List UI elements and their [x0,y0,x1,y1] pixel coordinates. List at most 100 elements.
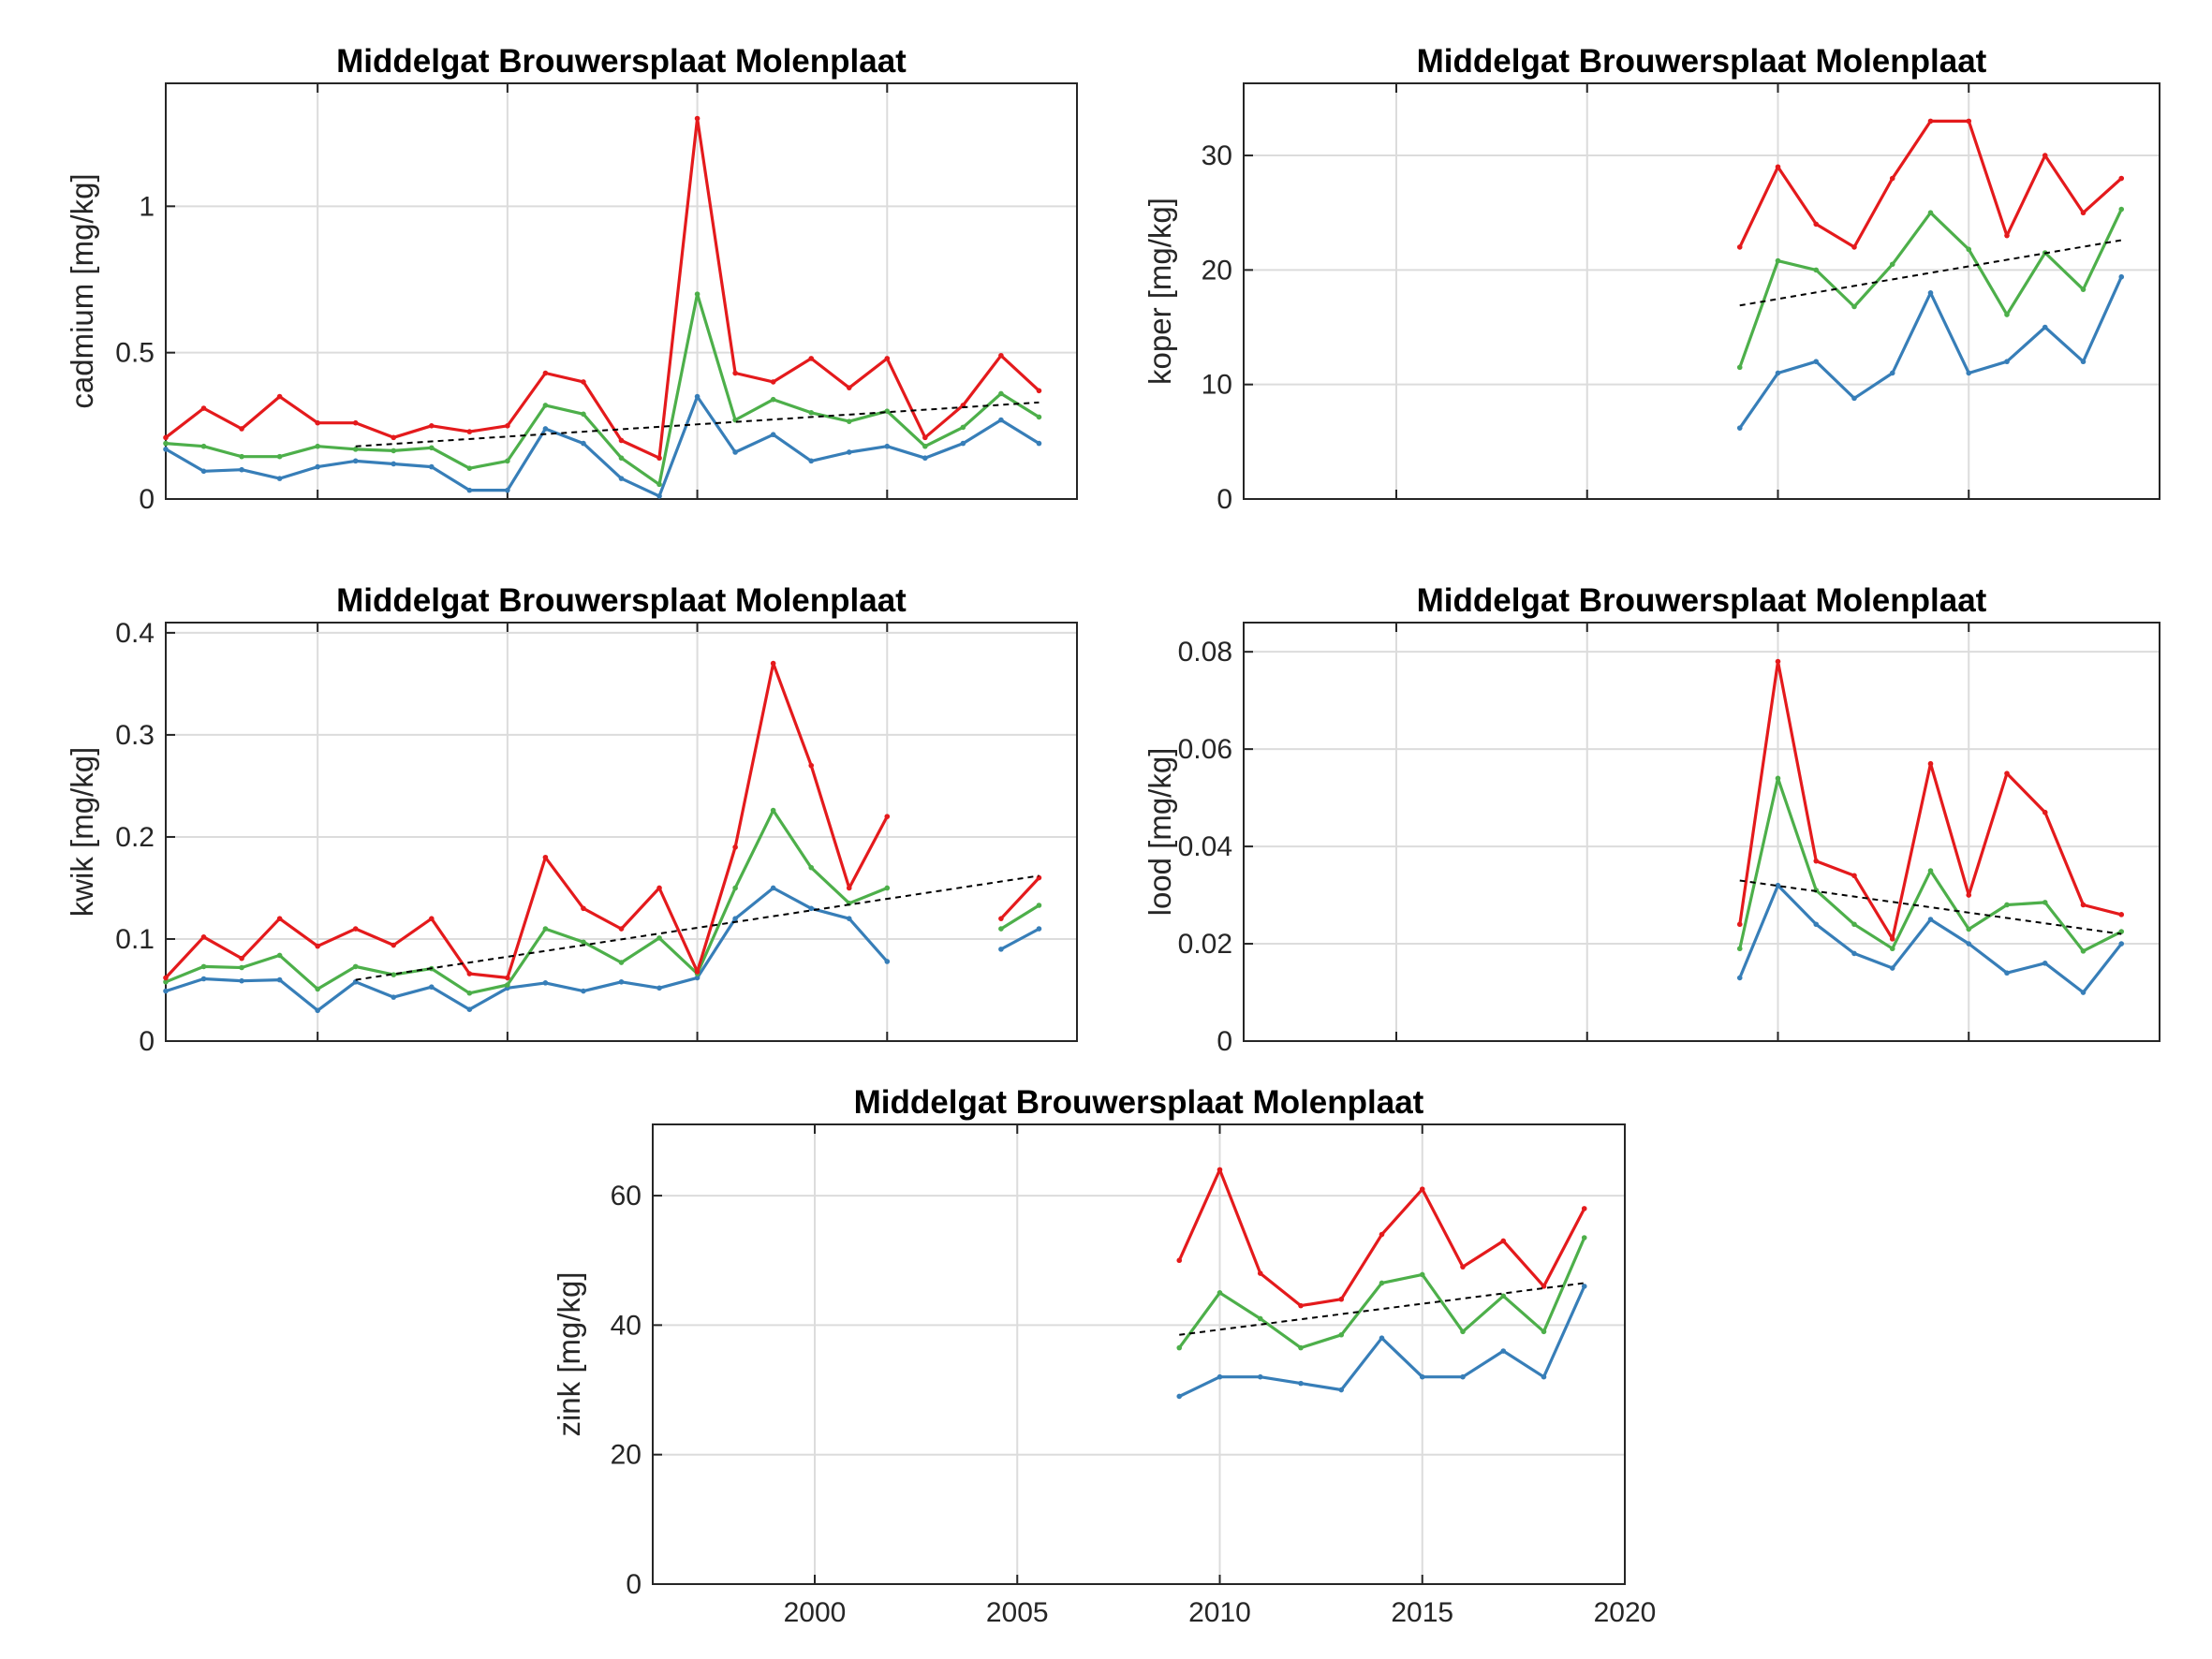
data-point [163,434,169,441]
data-point [163,440,169,447]
series-upper-line [165,116,1040,460]
data-point [428,423,435,429]
data-point [1176,1344,1183,1351]
data-point [1217,1290,1223,1296]
data-point [808,458,815,464]
data-point [770,885,776,891]
data-point [846,885,852,891]
data-point [808,905,815,912]
data-point [694,393,700,400]
data-point [1541,1329,1547,1335]
chart-title: Middelgat Brouwersplaat Molenplaat [336,582,907,619]
data-point [1927,917,1934,922]
data-point [1338,1387,1345,1393]
x-tick-label: 2015 [1391,1597,1453,1628]
trend-line [355,401,1040,448]
data-point [239,977,244,984]
data-point [239,453,244,460]
data-point [618,960,625,965]
data-point [466,971,473,976]
axes-box [165,622,1078,1042]
series-upper [1176,1167,1587,1309]
data-point [694,291,700,297]
data-point [276,916,283,921]
series-median [1736,775,2125,954]
axes-box [165,82,1078,500]
y-tick-label: 0.08 [1178,637,1232,668]
y-tick-label: 1 [139,191,155,222]
data-point [1736,425,1743,431]
series-upper [1736,118,2125,250]
data-point [1927,868,1934,874]
data-point [200,976,207,982]
data-point [542,403,549,408]
data-point [694,975,700,981]
data-point [2080,902,2087,908]
data-point [1966,246,1972,253]
data-point [998,390,1004,397]
trend-line [1739,879,2122,935]
data-point [505,458,510,464]
data-point [505,975,510,981]
data-point [581,440,586,447]
data-point [2004,970,2010,976]
data-point [1541,1373,1547,1380]
data-point [391,461,397,467]
data-point [1581,1206,1587,1211]
data-point [1460,1373,1466,1380]
data-point [1379,1280,1385,1286]
data-point [1927,290,1934,296]
data-point [1460,1264,1466,1270]
trend-line [1179,1282,1585,1336]
data-point [2118,912,2125,918]
data-point [1419,1271,1425,1278]
data-point [732,916,738,921]
data-point [542,426,549,432]
chart-panel-1: 0 0.5 1 Middelgat Brouwersplaat Molenplaat c… [65,43,1078,515]
y-tick-label: 0 [139,1026,155,1057]
y-tick-label: 20 [1202,255,1232,286]
y-tick-label: 40 [611,1310,641,1341]
data-point [315,463,320,470]
chart-panel-2: 0 10 20 30 Middelgat Brouwersplaat Molenplaa… [1143,43,2160,515]
y-tick-label: 60 [611,1181,641,1211]
series-upper-line [1738,119,2123,249]
y-tick-label: 0.4 [115,618,155,649]
data-point [1036,903,1042,908]
data-point [1966,941,1972,947]
data-point [2080,286,2087,292]
data-point [1541,1284,1547,1289]
chart-title: Middelgat Brouwersplaat Molenplaat [336,43,907,80]
data-point [1775,164,1781,170]
data-point [808,864,815,871]
series-median-line [165,808,888,995]
series-lower-line [165,886,889,1012]
data-point [1927,118,1934,125]
data-point [1851,921,1857,928]
data-point [466,429,473,434]
series-upper-line [164,661,889,980]
data-point [315,986,320,992]
data-point [542,854,549,860]
trend-line [355,874,1040,981]
data-point [1500,1293,1507,1299]
data-point [1889,936,1895,942]
data-point [998,352,1004,359]
data-point [1298,1302,1304,1309]
data-point [581,939,586,946]
data-point [1379,1335,1385,1342]
data-point [2042,324,2048,330]
data-point [428,984,435,991]
data-point [1419,1186,1425,1192]
data-point [1736,975,1743,981]
data-point [466,990,473,996]
data-point [1775,882,1781,888]
data-point [960,440,966,447]
data-point [1338,1331,1345,1338]
data-point [1966,892,1972,898]
data-point [2042,961,2048,966]
series-lower-line [1738,276,2123,430]
data-point [1176,1393,1183,1400]
axes-box [1243,82,2160,500]
series-median [1176,1235,1587,1351]
